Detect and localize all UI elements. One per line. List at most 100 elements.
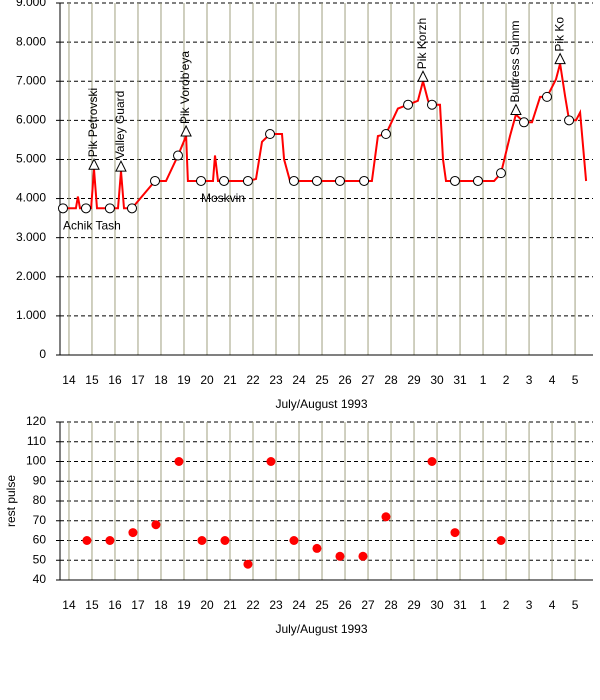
- y-tick-label: 5.000: [16, 152, 46, 166]
- summit-label: Buttress Summ: [508, 20, 522, 102]
- data-point: [242, 175, 253, 186]
- x-tick-label: 22: [246, 598, 260, 612]
- y-tick-label: 100: [26, 454, 46, 468]
- x-tick-label: 29: [407, 373, 421, 387]
- data-point: [359, 175, 370, 186]
- data-point: [495, 168, 506, 179]
- summit-label: Pik Ko: [552, 17, 566, 52]
- data-point: [266, 457, 276, 466]
- x-tick-label: 18: [154, 598, 168, 612]
- x-tick-label: 24: [292, 598, 306, 612]
- data-point: [150, 175, 161, 186]
- summit-label: Pik Petrovski: [86, 88, 100, 157]
- data-point: [334, 175, 345, 186]
- data-line: [60, 63, 588, 210]
- x-tick-label: 23: [269, 373, 283, 387]
- x-tick-label: 20: [200, 373, 214, 387]
- y-tick-label: 2.000: [16, 269, 46, 283]
- y-tick-label: 8.000: [16, 34, 46, 48]
- x-tick-label: 17: [131, 598, 145, 612]
- x-tick-label: 5: [572, 598, 579, 612]
- point-label: Achik Tash: [63, 219, 121, 233]
- summit-label: Valley Guard: [113, 91, 127, 159]
- summit-label: Pik Vorob'eya: [178, 51, 192, 124]
- data-point: [128, 528, 138, 538]
- x-tick-label: 16: [108, 373, 122, 387]
- y-tick-label: 120: [26, 414, 46, 428]
- x-tick-label: 23: [269, 598, 283, 612]
- x-tick-label: 22: [246, 373, 260, 387]
- summit-marker: [417, 70, 429, 82]
- data-point: [358, 551, 368, 561]
- data-point: [288, 175, 299, 186]
- x-tick-label: 27: [361, 373, 375, 387]
- summit-marker: [510, 103, 522, 115]
- data-point: [335, 551, 345, 561]
- x-tick-label: 25: [315, 598, 329, 612]
- x-tick-label: 19: [177, 598, 191, 612]
- data-point: [265, 129, 276, 140]
- x-tick-label: 27: [361, 598, 375, 612]
- y-tick-label: 70: [33, 513, 47, 527]
- data-point: [57, 203, 68, 214]
- data-point: [450, 528, 460, 538]
- x-axis-label: July/August 1993: [275, 397, 367, 411]
- y-tick-label: 110: [27, 434, 46, 448]
- data-point: [311, 175, 322, 186]
- x-tick-label: 25: [315, 373, 329, 387]
- data-point: [82, 536, 92, 545]
- x-tick-label: 16: [108, 598, 122, 612]
- y-tick-label: 50: [33, 552, 47, 566]
- data-point: [289, 536, 299, 545]
- x-tick-label: 26: [338, 598, 352, 612]
- x-tick-label: 30: [430, 373, 444, 387]
- data-point: [105, 536, 115, 545]
- y-tick-label: 0: [39, 347, 46, 361]
- summit-marker: [180, 124, 192, 137]
- point-label: Moskvin: [201, 191, 245, 205]
- y-tick-label: 60: [33, 533, 47, 547]
- data-point: [151, 520, 161, 530]
- summit-marker: [115, 160, 127, 172]
- x-tick-label: 15: [85, 598, 99, 612]
- x-tick-label: 21: [223, 598, 237, 612]
- data-point: [243, 559, 253, 569]
- summit-marker: [88, 158, 100, 170]
- x-tick-label: 30: [430, 598, 444, 612]
- summit-marker: [554, 52, 566, 65]
- x-tick-label: 4: [549, 373, 556, 387]
- data-point: [197, 536, 207, 545]
- x-tick-label: 1: [480, 373, 487, 387]
- data-point: [312, 543, 322, 553]
- data-point: [104, 203, 115, 214]
- x-tick-label: 5: [572, 373, 579, 387]
- x-tick-label: 21: [223, 373, 237, 387]
- data-point: [196, 175, 207, 186]
- data-point: [518, 117, 529, 128]
- data-point: [496, 536, 506, 545]
- y-tick-label: 6.000: [16, 113, 46, 127]
- data-point: [472, 175, 483, 186]
- data-point: [127, 203, 138, 214]
- x-tick-label: 19: [177, 373, 191, 387]
- data-point: [541, 91, 552, 102]
- y-tick-label: 4.000: [16, 191, 46, 205]
- x-tick-label: 24: [292, 373, 306, 387]
- x-tick-label: 28: [384, 598, 398, 612]
- y-tick-label: 1.000: [16, 308, 46, 322]
- y-tick-label: 9.000: [16, 0, 46, 9]
- x-tick-label: 20: [200, 598, 214, 612]
- data-point: [173, 150, 184, 161]
- y-tick-label: 7.000: [16, 73, 46, 87]
- x-tick-label: 14: [62, 598, 76, 612]
- y-axis-label: rest pulse: [4, 475, 18, 527]
- data-point: [174, 457, 184, 466]
- y-tick-label: 80: [33, 493, 47, 507]
- x-tick-label: 18: [154, 373, 168, 387]
- x-axis-label: July/August 1993: [275, 622, 367, 636]
- x-tick-label: 31: [453, 373, 467, 387]
- y-tick-label: 3.000: [16, 230, 46, 244]
- data-point: [426, 99, 437, 110]
- x-tick-label: 26: [338, 373, 352, 387]
